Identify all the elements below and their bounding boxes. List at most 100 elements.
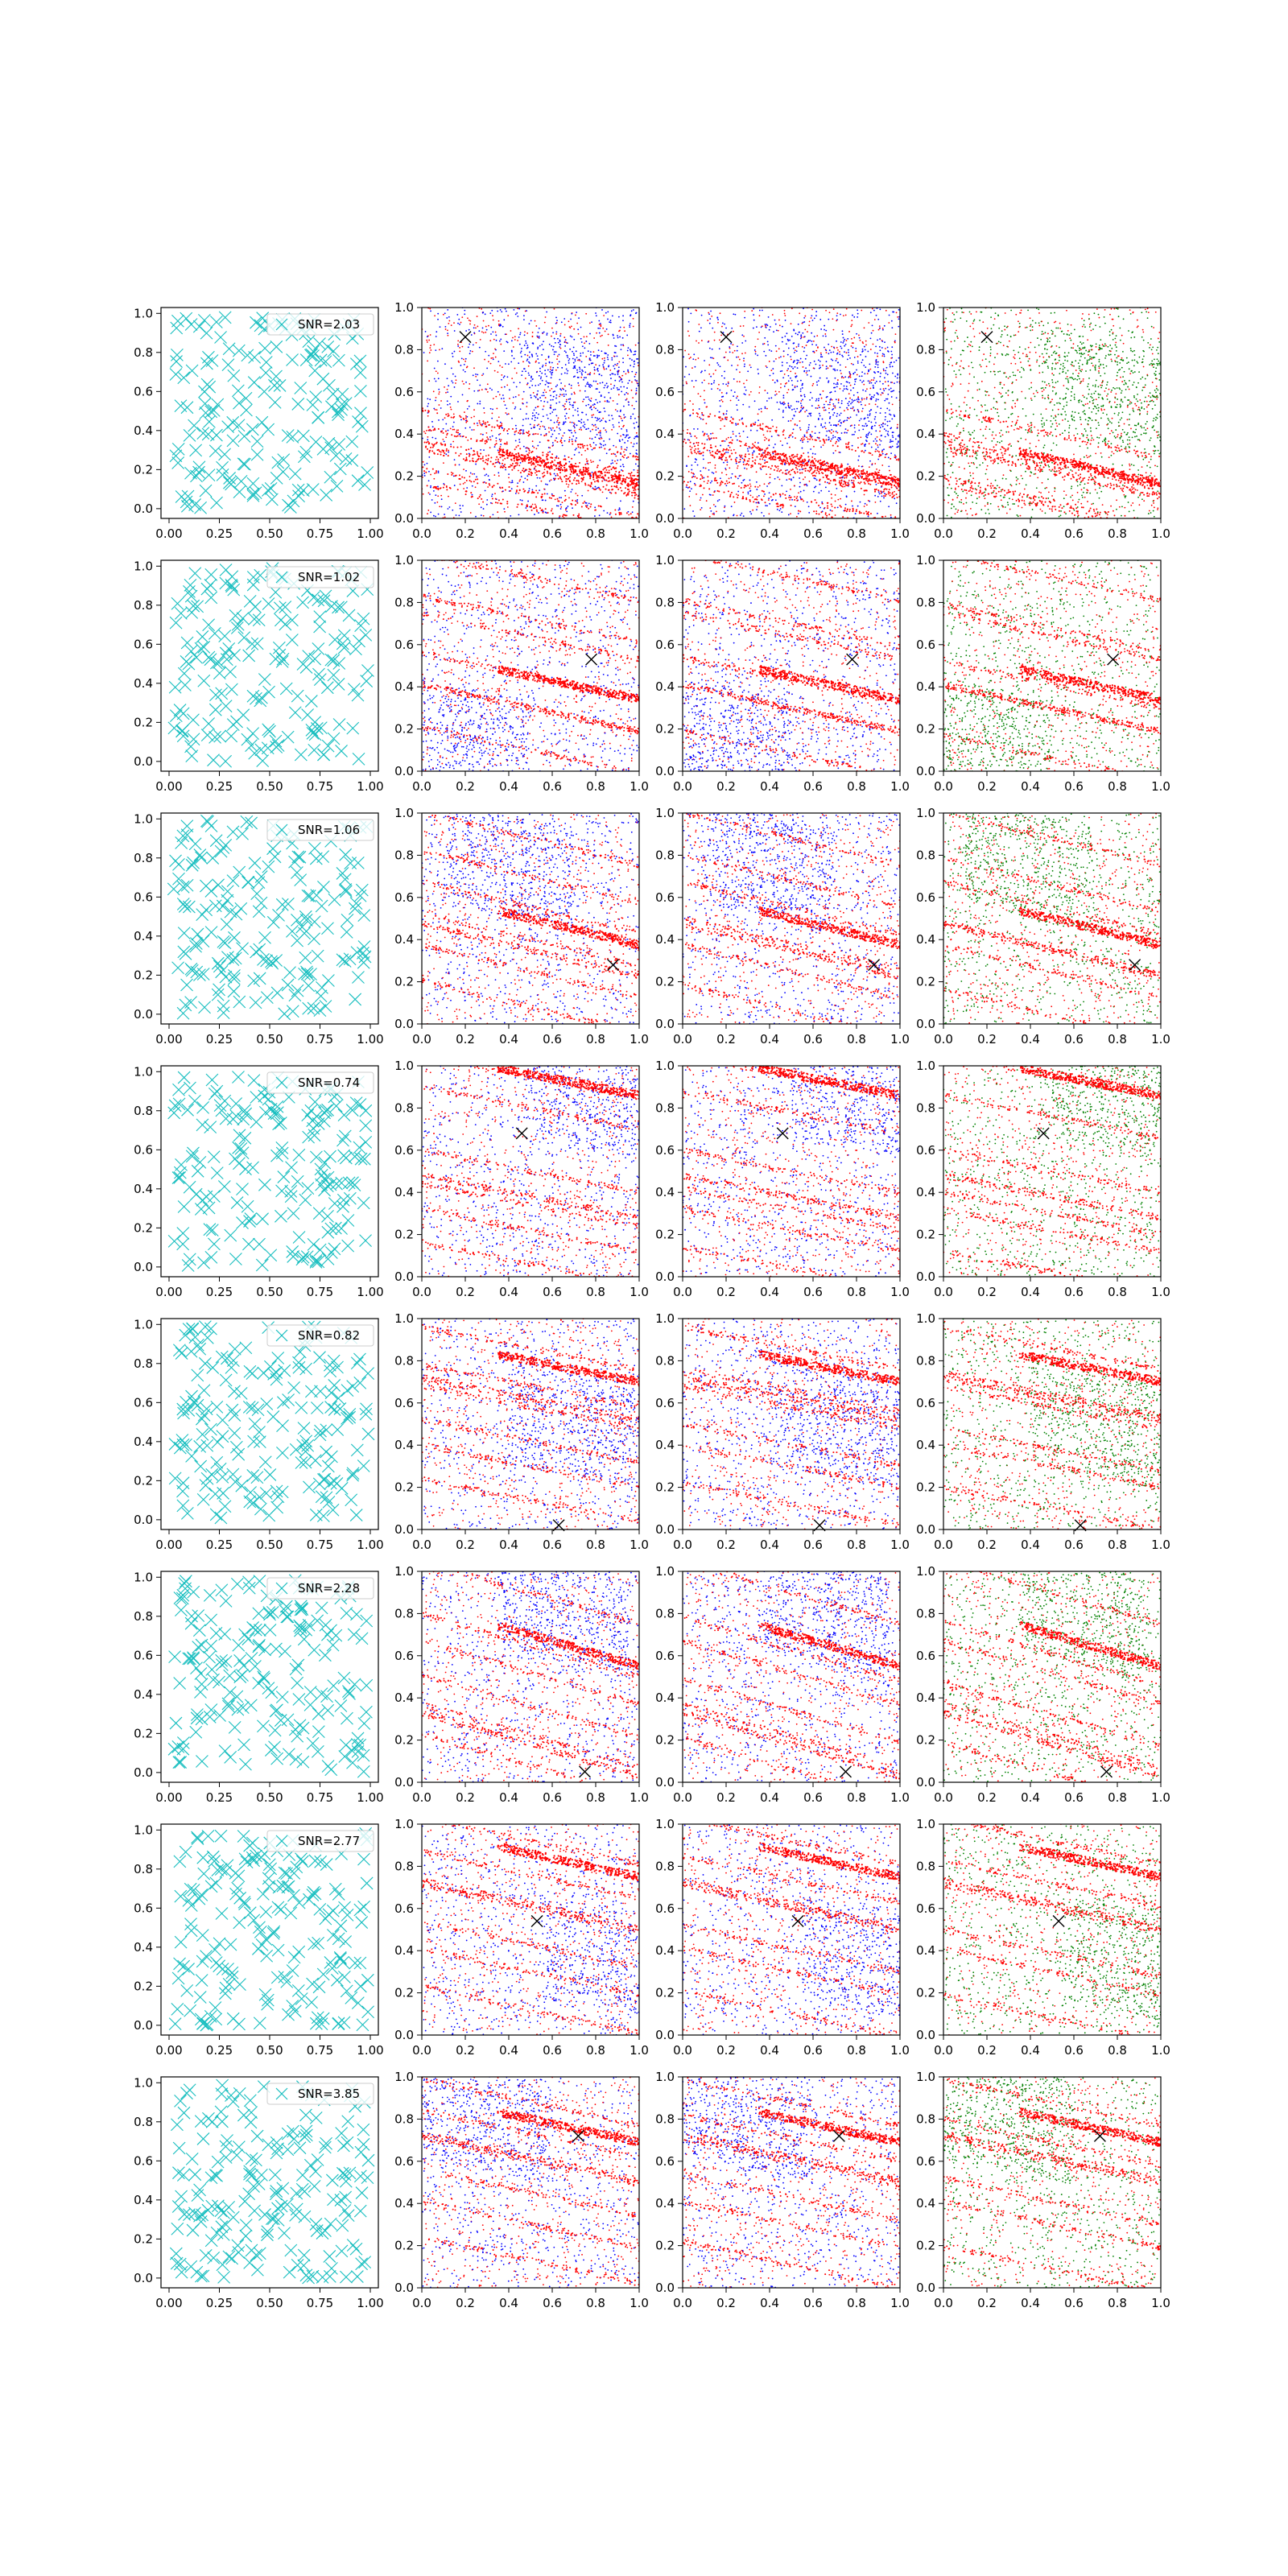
dot [504,458,506,460]
dot [634,480,635,481]
dot [646,485,647,487]
dot [693,443,695,444]
dot [813,341,815,342]
dot [739,371,741,373]
dot [593,425,595,427]
dot [762,344,764,345]
dot [460,436,461,437]
dot [869,466,870,468]
dot [730,400,732,402]
dot [803,317,805,319]
dot [712,349,713,350]
dot [510,490,511,492]
x-tick-label: 0.25 [206,526,233,541]
dot [692,510,694,512]
dot [570,336,572,337]
dot [757,506,758,508]
dot [604,369,605,370]
dot [623,475,625,477]
dot [498,434,500,436]
dot [459,464,460,465]
dot [613,481,615,483]
dot [754,346,756,348]
dot [453,447,455,448]
dot [747,450,749,452]
dot [561,481,563,482]
dot [532,378,534,380]
dot [618,415,620,417]
dot [555,475,557,477]
dot [815,400,817,402]
dot [526,413,527,415]
dot [622,337,624,339]
dot [430,474,431,476]
dot [515,493,517,494]
dot [594,403,596,405]
dot [624,442,625,444]
dot [566,413,568,415]
dot [445,414,447,415]
dot [857,362,859,364]
dot [583,469,584,470]
dot [728,383,729,385]
dot [743,515,745,517]
dot [530,460,532,462]
dot [802,469,803,470]
dot [818,405,819,407]
dot [861,361,862,363]
dot [884,493,886,494]
dot [600,489,601,491]
dot [555,331,557,332]
dot [892,492,894,493]
dot [705,468,707,469]
dot [546,462,547,464]
dot [878,425,880,427]
dot [717,388,719,390]
dot [836,358,838,360]
dot [464,310,465,312]
dot [739,381,741,382]
dot [842,333,844,335]
dot [427,441,429,443]
dot [811,344,813,345]
dot [586,444,588,446]
dot [605,489,606,490]
dot [516,312,518,314]
dot [888,322,890,324]
dot [635,374,637,375]
dot [460,446,462,448]
dot [604,468,605,469]
dot [523,446,525,448]
dot [638,513,639,514]
dot [435,494,436,496]
dot [825,310,827,312]
dot [550,394,551,396]
dot [588,485,589,486]
dot [628,437,630,439]
dot [522,489,524,490]
dot [457,436,459,437]
dot [688,496,690,497]
dot [617,452,618,453]
dot [832,452,834,454]
dot [824,426,826,427]
dot [732,473,733,475]
dot [741,418,743,419]
dot [770,350,772,352]
dot [522,500,523,502]
dot [629,380,630,382]
dot [488,361,489,362]
dot [852,315,853,316]
dot [482,481,484,483]
dot [775,499,777,501]
dot [581,419,583,420]
dot [823,390,824,392]
dot [532,445,534,447]
dot [572,415,574,417]
dot [539,383,541,385]
dot [416,469,418,470]
dot [460,322,462,324]
dot [497,472,499,473]
dot [500,339,502,341]
dot [689,490,691,492]
